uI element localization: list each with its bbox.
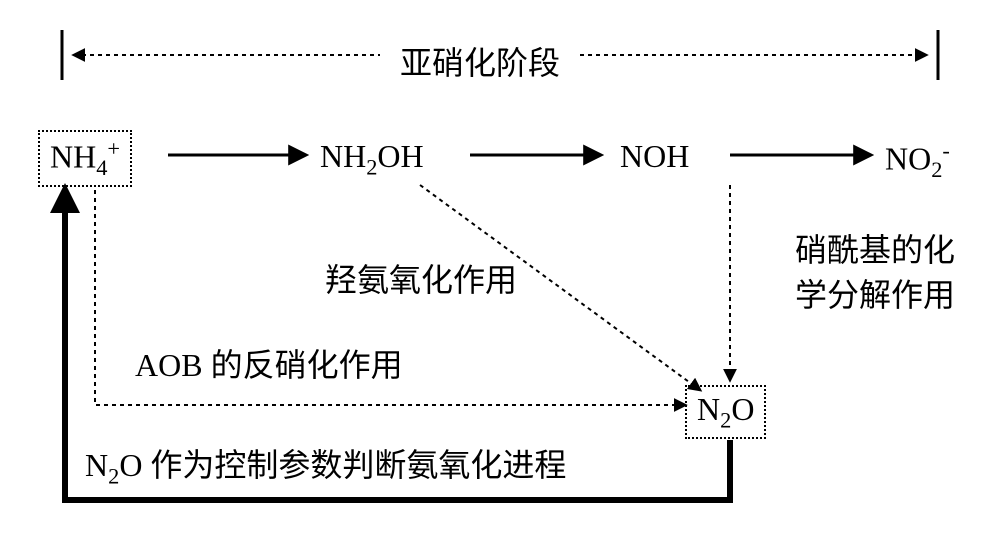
nitroxyl-decomp-line1: 硝酰基的化: [795, 225, 955, 271]
hydroxylamine-oxidation-label: 羟氨氧化作用: [325, 255, 517, 301]
noh-node: NOH: [620, 138, 689, 175]
stage-label: 亚硝化阶段: [400, 38, 560, 84]
aob-denitrification-label: AOB 的反硝化作用: [135, 340, 403, 386]
no2-node: NO2-: [885, 138, 950, 183]
nitroxyl-decomp-line2: 学分解作用: [795, 270, 955, 316]
nh4-node: NH4+: [38, 130, 132, 187]
n2o-node: N2O: [685, 385, 766, 439]
n2o-control-param-label: N2O 作为控制参数判断氨氧化进程: [85, 440, 566, 489]
nh2oh-node: NH2OH: [320, 138, 424, 180]
